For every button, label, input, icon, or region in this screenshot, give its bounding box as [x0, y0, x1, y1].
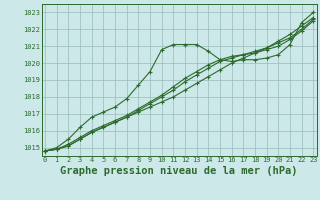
X-axis label: Graphe pression niveau de la mer (hPa): Graphe pression niveau de la mer (hPa): [60, 166, 298, 176]
